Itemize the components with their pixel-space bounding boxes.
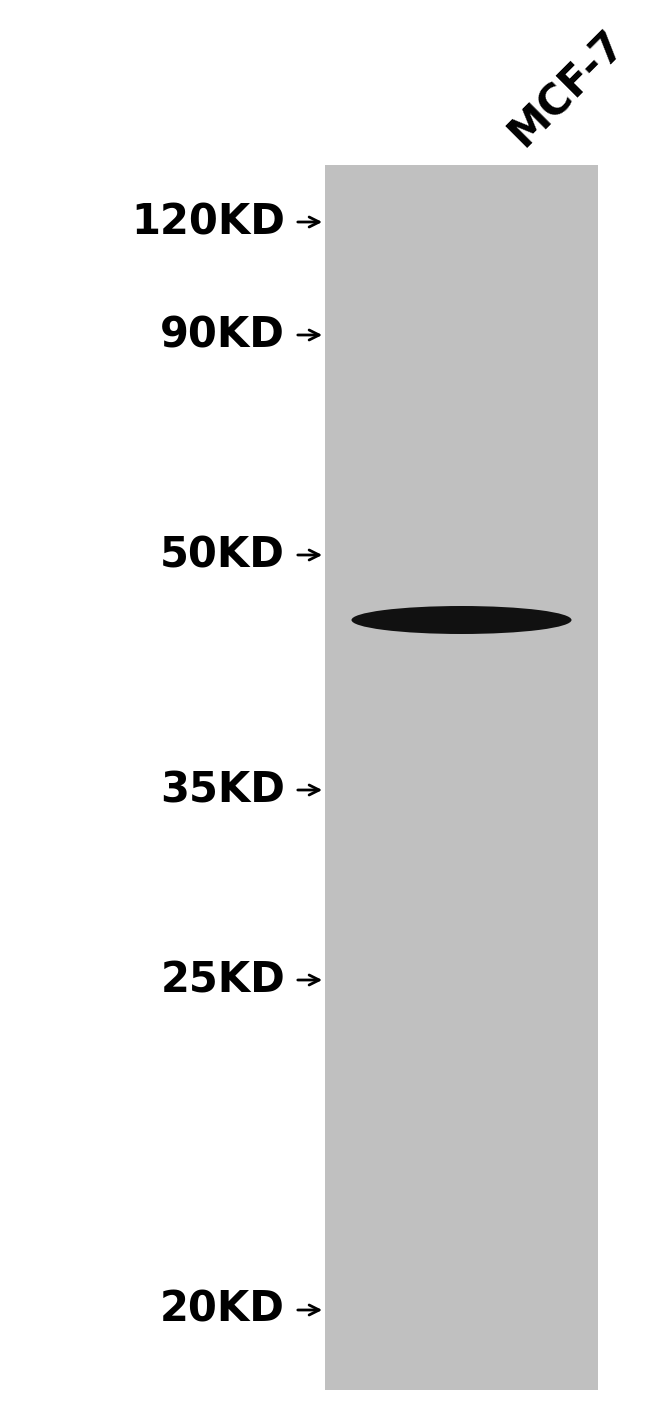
Text: 35KD: 35KD: [160, 770, 285, 811]
Text: 90KD: 90KD: [160, 314, 285, 356]
Text: 25KD: 25KD: [161, 959, 285, 1000]
Text: 20KD: 20KD: [160, 1290, 285, 1331]
Text: MCF-7: MCF-7: [500, 23, 633, 155]
Ellipse shape: [352, 606, 571, 634]
Text: 120KD: 120KD: [131, 201, 285, 244]
Text: 50KD: 50KD: [160, 534, 285, 576]
Bar: [325, 165, 598, 1389]
